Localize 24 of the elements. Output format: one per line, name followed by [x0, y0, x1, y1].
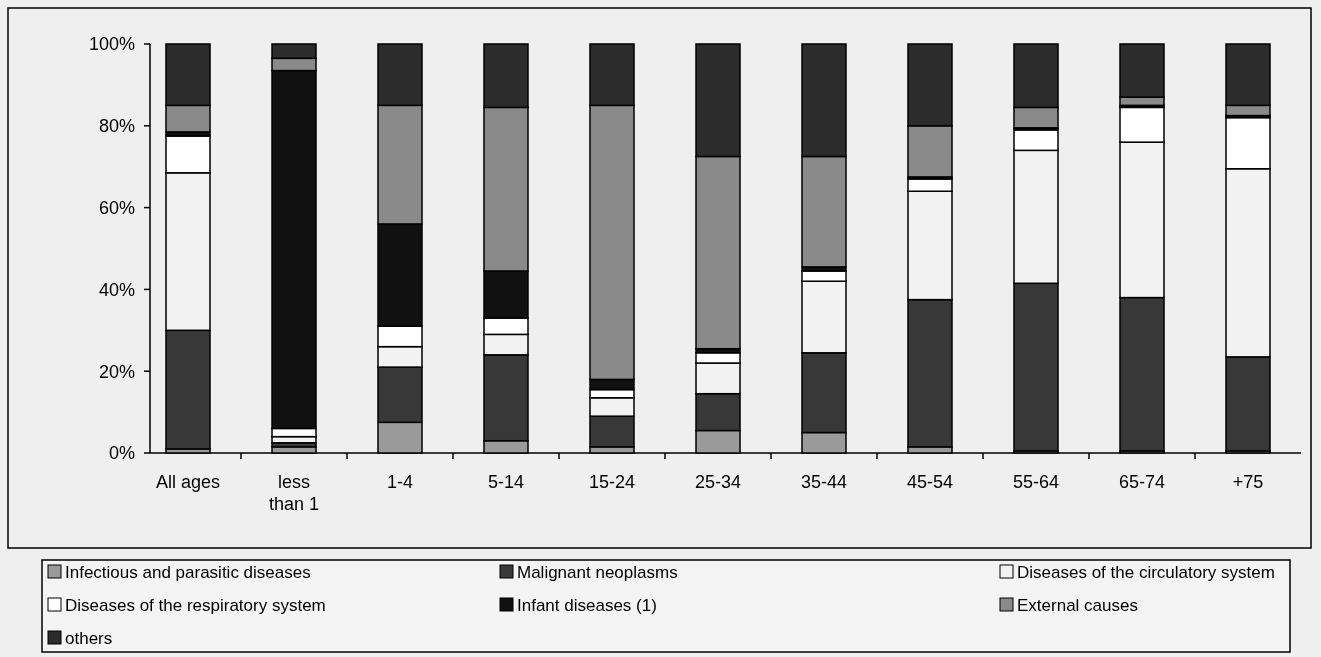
x-tick-label: 65-74 — [1118, 472, 1166, 492]
y-tick-label: 0% — [108, 443, 135, 464]
legend-label: Infant diseases (1) — [517, 595, 657, 615]
legend-label: Infectious and parasitic diseases — [65, 562, 311, 582]
x-tick-label: 1-4 — [386, 472, 414, 492]
y-tick-label: 20% — [98, 361, 135, 382]
y-tick-label: 60% — [98, 197, 135, 218]
x-tick-label: 35-44 — [800, 472, 848, 492]
x-tick-label: 45-54 — [906, 472, 954, 492]
y-tick-label: 80% — [98, 116, 135, 137]
legend-label: Diseases of the circulatory system — [1017, 562, 1275, 582]
legend-label: External causes — [1017, 595, 1138, 615]
x-tick-label: 25-34 — [694, 472, 742, 492]
x-tick-label: +75 — [1232, 472, 1264, 492]
x-tick-label: 55-64 — [1012, 472, 1060, 492]
x-tick-label: 5-14 — [487, 472, 525, 492]
legend-label: Diseases of the respiratory system — [65, 595, 326, 615]
y-tick-label: 40% — [98, 279, 135, 300]
y-tick-label: 100% — [88, 34, 135, 55]
legend-label: others — [65, 628, 113, 648]
x-tick-label: less than 1 — [268, 472, 320, 514]
x-tick-label: 15-24 — [588, 472, 636, 492]
legend-label: Malignant neoplasms — [517, 562, 678, 582]
x-tick-label: All ages — [155, 472, 221, 492]
